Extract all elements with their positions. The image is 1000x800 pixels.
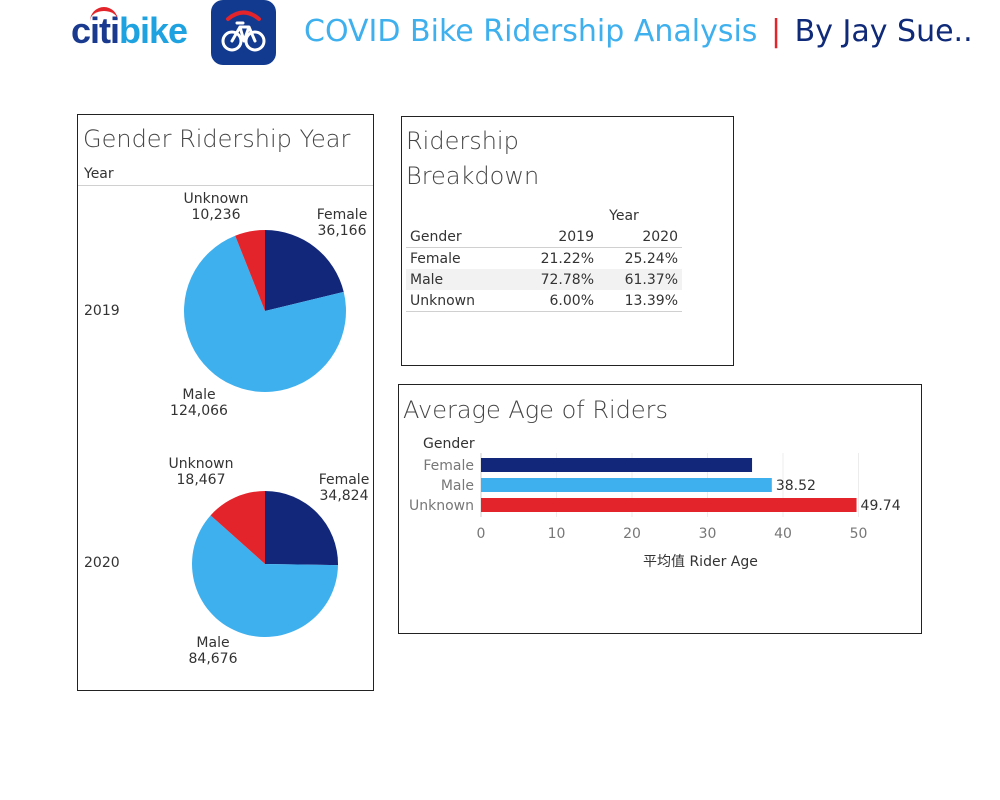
bar-female[interactable] [481,458,753,472]
x-tick-label: 10 [548,526,566,542]
bike-app-icon [211,0,276,65]
pie-2020-female-label: Female 34,824 [316,472,372,504]
gender-pie-charts [184,230,346,637]
pie-2019-unknown-name: Unknown [183,191,249,207]
pie-2020-female-value: 34,824 [319,488,369,504]
table-row: Unknown 6.00% 13.39% [406,290,682,312]
pie-2019-male-value: 124,066 [170,403,228,419]
pie-2019-male-label: Male 124,066 [166,387,232,419]
x-axis-label: 平均值 Rider Age [643,554,758,570]
pie-2019-unknown-label: Unknown 10,236 [183,191,249,223]
column-header-2020: 2020 [598,226,682,248]
x-tick-label: 20 [623,526,641,542]
pie-2019-male-name: Male [182,387,216,403]
logo-bike-text: bike [119,10,188,51]
breakdown-table: Year Gender 2019 2020 Female 21.22% 25.2… [406,205,682,312]
row-label: Female [410,250,461,267]
average-age-panel: Average Age of Riders Gender 0 10 20 30 40 50… [398,384,922,634]
pie-2020-slice-unknown[interactable] [210,491,265,564]
pie-2020-unknown-label: Unknown 18,467 [167,456,235,488]
x-tick-label: 40 [774,526,792,542]
logo-arc-icon [90,7,118,25]
pie-2019-female-name: Female [316,207,368,223]
bar-unknown[interactable] [481,498,857,512]
year-label-2019: 2019 [84,303,120,319]
year-column-group: Year [609,207,639,224]
bar-male[interactable] [481,478,772,492]
category-label-unknown: Unknown [409,498,474,514]
year-label-2020: 2020 [84,555,120,571]
table-row: Female 21.22% 25.24% [406,248,682,270]
title-main: COVID Bike Ridership Analysis [304,14,758,49]
gender-column-header: Gender [406,226,514,248]
x-tick-label: 50 [850,526,868,542]
category-label-female: Female [423,458,474,474]
pie-2019-slice-male[interactable] [184,235,346,392]
pie-2020-male-label: Male 84,676 [182,635,244,667]
average-age-title: Average Age of Riders [403,396,669,424]
row-label: Male [406,269,514,290]
dashboard-header: citibike COVID Bike Ridership Analysis |… [0,0,1000,75]
year-row-header: Year [84,166,114,182]
header-divider [78,185,373,186]
gender-ridership-panel: Gender Ridership Year Year 2019 2020 Unk… [77,114,374,691]
pie-2020-unknown-name: Unknown [168,456,234,472]
pie-2020-unknown-value: 18,467 [176,472,226,488]
pie-2019-unknown-value: 10,236 [191,207,241,223]
table-cell: 61.37% [598,269,682,290]
table-cell: 21.22% [540,250,594,267]
pie-2019-slice-unknown[interactable] [235,230,265,311]
table-cell: 13.39% [598,290,682,312]
pie-2020-female-name: Female [318,472,370,488]
category-label-male: Male [441,478,474,494]
pie-2020-slice-female[interactable] [265,491,338,566]
pie-2020-slice-male[interactable] [192,515,338,637]
gender-axis-header: Gender [423,436,475,452]
title-separator: | [770,14,782,49]
age-bar-chart: 0 10 20 30 40 50 Female Male 38.52 Unknown 49.74 [409,453,901,542]
x-tick-label: 30 [699,526,717,542]
ridership-breakdown-title: Ridership Breakdown [406,127,540,190]
column-header-2019: 2019 [514,226,598,248]
ridership-breakdown-panel: Ridership Breakdown Year Gender 2019 202… [401,116,734,366]
table-row: Male 72.78% 61.37% [406,269,682,290]
table-cell: 6.00% [514,290,598,312]
data-label-unknown: 49.74 [861,498,901,514]
gender-ridership-title: Gender Ridership Year [83,125,351,153]
title-author: By Jay Sue.. [794,14,973,49]
citibike-logo: citibike [71,10,188,52]
pie-2020-male-name: Male [196,635,230,651]
table-cell: 72.78% [514,269,598,290]
x-tick-label: 0 [477,526,486,542]
pie-2019-female-label: Female 36,166 [314,207,370,239]
pie-2019-slice-female[interactable] [265,230,344,311]
data-label-male: 38.52 [776,478,816,494]
pie-2019-female-value: 36,166 [317,223,367,239]
row-label: Unknown [406,290,514,312]
table-cell: 25.24% [624,250,678,267]
page-title: COVID Bike Ridership Analysis | By Jay S… [304,14,973,49]
pie-2020-male-value: 84,676 [188,651,238,667]
